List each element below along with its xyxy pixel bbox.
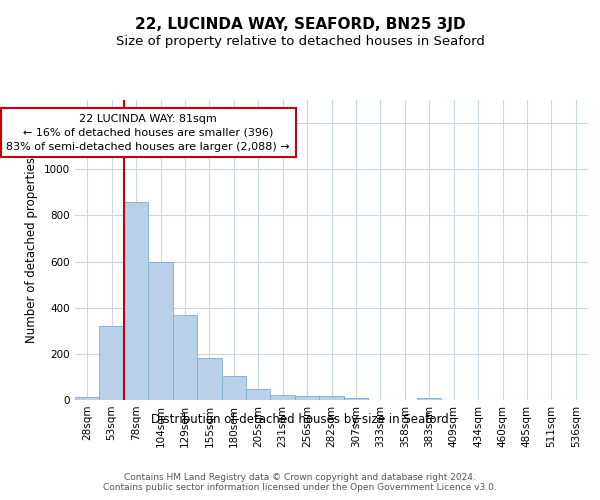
Bar (148, 262, 173, 400)
Text: Contains HM Land Registry data © Crown copyright and database right 2024.
Contai: Contains HM Land Registry data © Crown c… (103, 472, 497, 492)
Bar (100, 326, 124, 400)
Bar (75, 396, 100, 400)
Bar (246, 389, 271, 400)
Text: 22 LUCINDA WAY: 81sqm
← 16% of detached houses are smaller (396)
83% of semi-det: 22 LUCINDA WAY: 81sqm ← 16% of detached … (7, 114, 290, 152)
Bar (417, 398, 442, 400)
Bar (319, 396, 344, 400)
Bar (197, 358, 221, 400)
Bar (173, 314, 197, 400)
Bar (124, 202, 148, 400)
Text: Size of property relative to detached houses in Seaford: Size of property relative to detached ho… (116, 35, 484, 48)
Bar (221, 376, 246, 400)
Bar (295, 396, 319, 400)
Bar (344, 398, 368, 400)
Text: Distribution of detached houses by size in Seaford: Distribution of detached houses by size … (151, 412, 449, 426)
Bar (271, 395, 295, 400)
Text: 22, LUCINDA WAY, SEAFORD, BN25 3JD: 22, LUCINDA WAY, SEAFORD, BN25 3JD (134, 18, 466, 32)
Y-axis label: Number of detached properties: Number of detached properties (25, 157, 38, 343)
